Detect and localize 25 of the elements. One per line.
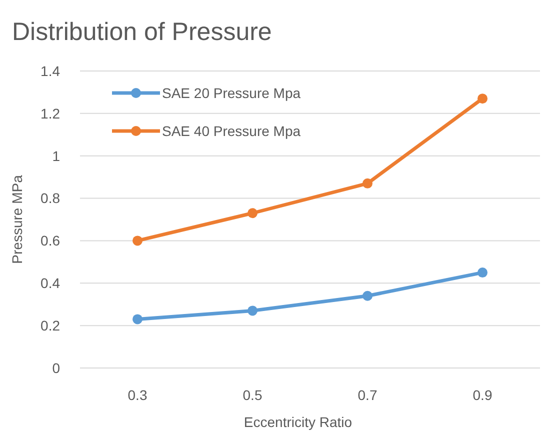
y-tick-label: 0 — [52, 360, 60, 376]
point — [478, 94, 488, 104]
chart-title: Distribution of Pressure — [12, 18, 272, 46]
point — [132, 236, 142, 246]
y-tick-label: 1.4 — [40, 62, 60, 79]
x-tick-label: 0.7 — [358, 387, 378, 403]
point — [248, 208, 258, 218]
point — [132, 314, 142, 324]
y-axis-title: Pressure MPa — [9, 174, 25, 264]
y-tick-label: 0.2 — [40, 317, 60, 334]
y-tick-label: 1 — [52, 148, 60, 164]
x-tick-label: 0.3 — [128, 387, 148, 403]
x-tick-label: 0.9 — [472, 387, 492, 403]
legend-label: SAE 20 Pressure Mpa — [162, 84, 301, 101]
point — [362, 178, 372, 188]
x-axis-title: Eccentricity Ratio — [244, 414, 352, 430]
point — [248, 306, 258, 316]
x-tick-label: 0.5 — [242, 387, 262, 403]
point — [362, 290, 372, 301]
point — [478, 268, 488, 278]
y-tick-label: 0.4 — [40, 275, 60, 292]
y-tick-label: 1.2 — [40, 105, 60, 122]
y-tick-label: 0.6 — [40, 232, 60, 249]
y-tick-label: 0.8 — [40, 190, 60, 206]
legend-label: SAE 40 Pressure Mpa — [162, 122, 301, 139]
